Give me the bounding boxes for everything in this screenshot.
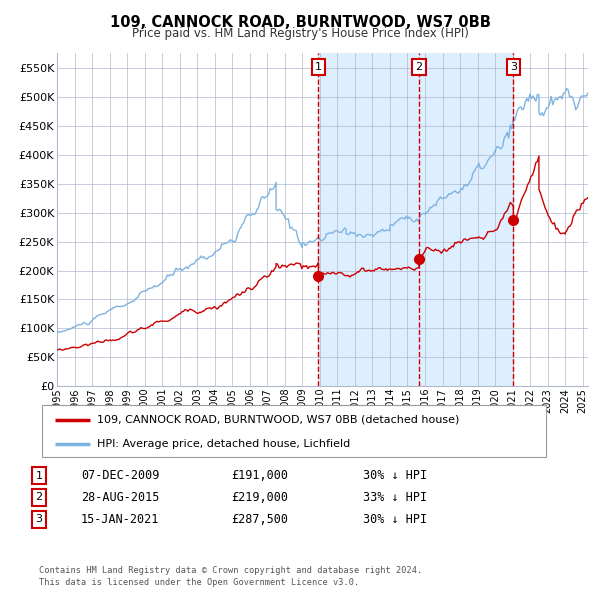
FancyBboxPatch shape [42,405,546,457]
Text: 3: 3 [510,62,517,72]
Text: 1: 1 [315,62,322,72]
Text: 109, CANNOCK ROAD, BURNTWOOD, WS7 0BB: 109, CANNOCK ROAD, BURNTWOOD, WS7 0BB [110,15,490,30]
Text: £287,500: £287,500 [231,513,288,526]
Bar [319,53,514,386]
Text: Contains HM Land Registry data © Crown copyright and database right 2024.
This d: Contains HM Land Registry data © Crown c… [39,566,422,587]
Text: £219,000: £219,000 [231,491,288,504]
Text: 33% ↓ HPI: 33% ↓ HPI [363,491,427,504]
Text: £191,000: £191,000 [231,469,288,482]
Text: 3: 3 [35,514,43,524]
Text: 07-DEC-2009: 07-DEC-2009 [81,469,160,482]
Text: 30% ↓ HPI: 30% ↓ HPI [363,469,427,482]
Text: 15-JAN-2021: 15-JAN-2021 [81,513,160,526]
Text: 2: 2 [415,62,422,72]
Text: 109, CANNOCK ROAD, BURNTWOOD, WS7 0BB (detached house): 109, CANNOCK ROAD, BURNTWOOD, WS7 0BB (d… [97,415,460,425]
Text: 2: 2 [35,493,43,502]
Text: Price paid vs. HM Land Registry's House Price Index (HPI): Price paid vs. HM Land Registry's House … [131,27,469,40]
Text: 30% ↓ HPI: 30% ↓ HPI [363,513,427,526]
Text: 28-AUG-2015: 28-AUG-2015 [81,491,160,504]
Text: 1: 1 [35,471,43,480]
Text: HPI: Average price, detached house, Lichfield: HPI: Average price, detached house, Lich… [97,439,350,449]
